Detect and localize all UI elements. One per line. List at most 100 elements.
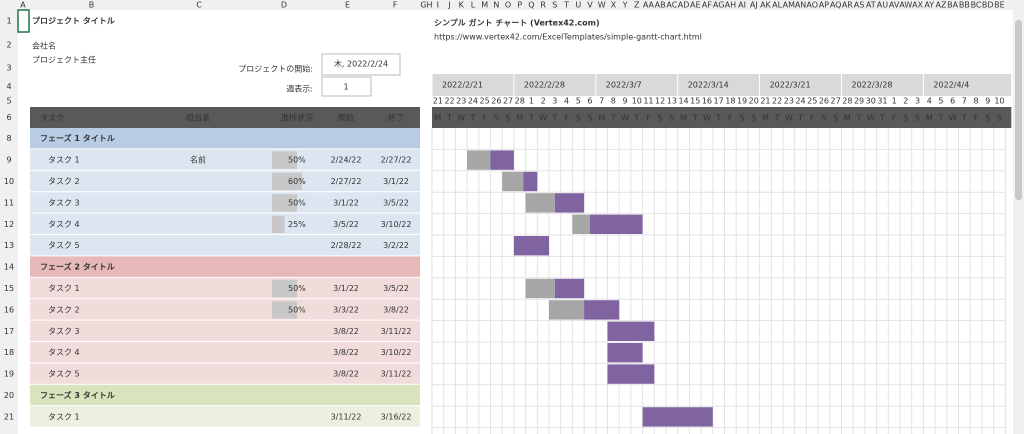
- weekday: W: [621, 114, 629, 123]
- column-letter: BD: [982, 1, 994, 10]
- column-letter: AY: [924, 1, 934, 10]
- weekday: S: [587, 114, 592, 123]
- task-end: 3/5/22: [383, 198, 409, 207]
- day-number: 4: [927, 97, 932, 106]
- day-number: 24: [468, 97, 478, 106]
- weekday: S: [751, 114, 756, 123]
- row-number: 12: [4, 220, 14, 229]
- weekday: W: [539, 114, 547, 123]
- column-letter: U: [575, 1, 581, 10]
- day-number: 28: [842, 97, 852, 106]
- column-letter: B: [89, 1, 95, 10]
- column-letter: I: [437, 1, 439, 10]
- phase-row: [30, 384, 420, 406]
- task-name: タスク 1: [48, 284, 80, 293]
- week-header-bg: [432, 74, 1012, 96]
- phase-row: [30, 256, 420, 277]
- gantt-bar: [490, 150, 514, 170]
- gantt-bar: [584, 300, 620, 320]
- task-start: 2/28/22: [331, 241, 362, 250]
- column-letter: AN: [795, 1, 806, 10]
- day-number: 10: [632, 97, 642, 106]
- column-letter: G: [420, 1, 426, 10]
- column-letter: AL: [772, 1, 782, 10]
- column-letter: F: [393, 1, 398, 10]
- task-name: タスク 5: [48, 370, 80, 379]
- weekday: M: [516, 114, 523, 123]
- start-value: 木, 2022/2/24: [334, 59, 388, 69]
- row-number: 3: [6, 64, 11, 73]
- weekday: F: [728, 114, 733, 123]
- weekday: W: [949, 114, 957, 123]
- weekday: T: [856, 114, 862, 123]
- day-number: 9: [623, 97, 628, 106]
- table-header-bg: [30, 107, 420, 128]
- column-letter: AX: [912, 1, 923, 10]
- row-number: 1: [6, 17, 11, 26]
- weekday: M: [844, 114, 851, 123]
- row-number: 21: [4, 412, 14, 421]
- task-end: 3/11/22: [381, 327, 412, 336]
- weekday: S: [576, 114, 581, 123]
- week-label: 2022/3/14: [688, 81, 729, 90]
- column-letter: AE: [690, 1, 701, 10]
- day-number: 5: [938, 97, 943, 106]
- task-name: タスク 1: [48, 412, 80, 421]
- gantt-bar: [589, 214, 643, 234]
- row-number: 6: [6, 113, 11, 122]
- day-number: 27: [831, 97, 841, 106]
- row-number: 17: [4, 327, 14, 336]
- progress-label: 50%: [288, 284, 306, 293]
- day-number: 23: [456, 97, 466, 106]
- task-start: 3/8/22: [333, 327, 359, 336]
- gantt-bar: [642, 407, 713, 427]
- column-letter: AH: [725, 1, 737, 10]
- column-letter: C: [196, 1, 202, 10]
- day-number: 8: [611, 97, 616, 106]
- day-number: 20: [749, 97, 759, 106]
- weekday: M: [762, 114, 769, 123]
- weekday: M: [598, 114, 605, 123]
- row-number: 9: [6, 156, 11, 165]
- column-letter: AQ: [830, 1, 842, 10]
- weekday: S: [821, 114, 826, 123]
- day-number: 7: [962, 97, 967, 106]
- day-number: 11: [643, 97, 653, 106]
- weekday: S: [658, 114, 663, 123]
- column-letter: AF: [702, 1, 712, 10]
- task-name: タスク 5: [48, 241, 80, 250]
- column-header: 開始: [338, 113, 354, 123]
- weekday: F: [564, 114, 569, 123]
- task-row: [30, 149, 420, 170]
- column-letter: AJ: [750, 1, 758, 10]
- column-letter: AC: [666, 1, 677, 10]
- row-number: 14: [4, 263, 14, 272]
- column-header: 担当者: [186, 113, 210, 123]
- day-number: 1: [892, 97, 897, 106]
- gantt-header-bg: [432, 107, 1012, 128]
- progress-label: 50%: [288, 305, 306, 314]
- weekday: T: [551, 114, 557, 123]
- column-letter: AP: [819, 1, 829, 10]
- lead: プロジェクト主任: [32, 55, 96, 65]
- day-number: 30: [866, 97, 876, 106]
- weekday: T: [879, 114, 885, 123]
- progress-bar: [272, 301, 297, 319]
- phase-title: フェーズ 2 タイトル: [40, 262, 115, 272]
- column-letter: P: [517, 1, 522, 10]
- column-letter: A: [20, 1, 26, 10]
- weekday: T: [470, 114, 476, 123]
- task-start: 3/8/22: [333, 348, 359, 357]
- row-number: 13: [4, 241, 14, 250]
- column-letter: BB: [959, 1, 970, 10]
- phase-title: フェーズ 1 タイトル: [40, 133, 115, 143]
- weekday: S: [494, 114, 499, 123]
- start-label: プロジェクトの開始:: [238, 64, 313, 74]
- task-owner: 名前: [190, 155, 206, 165]
- weekday: T: [774, 114, 780, 123]
- column-letter: O: [505, 1, 511, 10]
- row-number: 18: [4, 348, 14, 357]
- day-number: 1: [529, 97, 534, 106]
- row-number: 11: [4, 198, 14, 207]
